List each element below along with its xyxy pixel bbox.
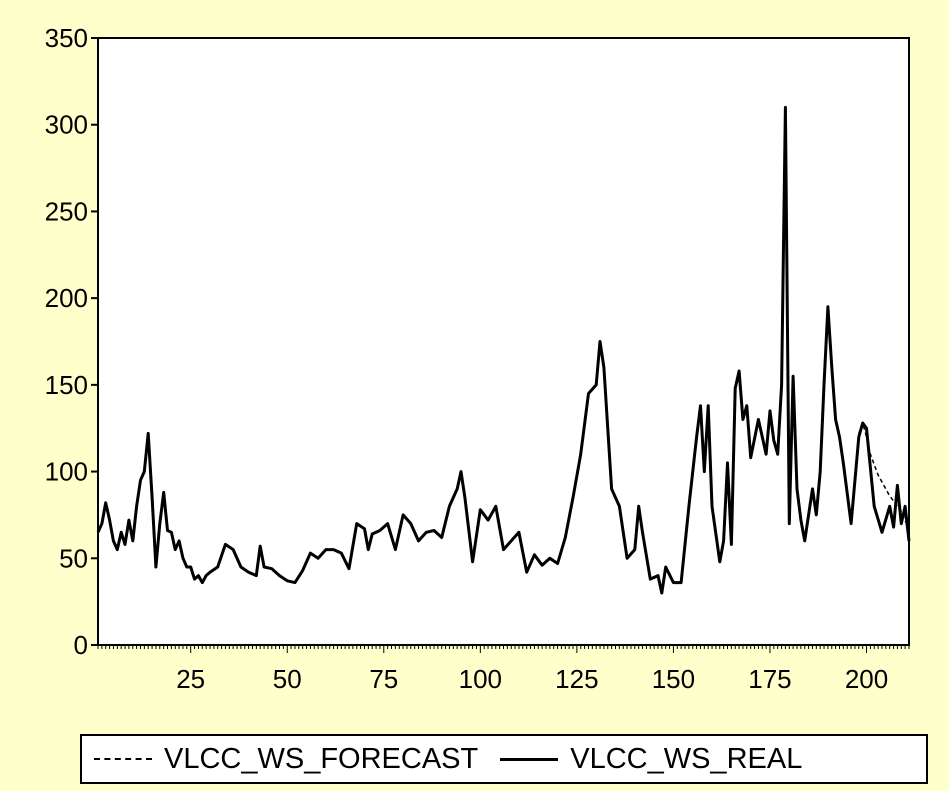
x-tick-label: 100 <box>459 664 502 694</box>
legend: VLCC_WS_FORECAST VLCC_WS_REAL <box>80 734 928 784</box>
y-tick-label: 100 <box>45 457 88 487</box>
y-axis: 0 50 100 150 200 250 300 350 <box>45 23 98 660</box>
y-tick-label: 150 <box>45 370 88 400</box>
x-tick-label: 150 <box>652 664 695 694</box>
x-axis: 25 50 75 100 125 150 175 200 <box>97 645 910 694</box>
legend-label-real: VLCC_WS_REAL <box>570 742 803 775</box>
x-tick-label: 200 <box>845 664 888 694</box>
solid-line-swatch-icon <box>500 757 559 761</box>
legend-label-forecast: VLCC_WS_FORECAST <box>164 742 479 775</box>
series-layer <box>96 105 911 595</box>
line-chart: 0 50 100 150 200 250 300 350 25 50 75 100 125 150 175… <box>45 23 911 694</box>
legend-item-real: VLCC_WS_REAL <box>500 743 802 776</box>
y-tick-label: 350 <box>45 23 88 53</box>
y-tick-label: 0 <box>74 630 88 660</box>
series-line-real <box>96 105 911 595</box>
dashed-line-swatch-icon <box>94 758 152 760</box>
legend-item-forecast: VLCC_WS_FORECAST <box>94 743 478 776</box>
x-tick-label: 50 <box>273 664 302 694</box>
x-tick-label: 75 <box>369 664 398 694</box>
x-tick-label: 25 <box>176 664 205 694</box>
x-tick-label: 125 <box>555 664 598 694</box>
y-tick-label: 300 <box>45 110 88 140</box>
y-tick-label: 250 <box>45 196 88 226</box>
x-tick-label: 175 <box>748 664 791 694</box>
y-tick-label: 200 <box>45 283 88 313</box>
y-tick-label: 50 <box>59 543 88 573</box>
